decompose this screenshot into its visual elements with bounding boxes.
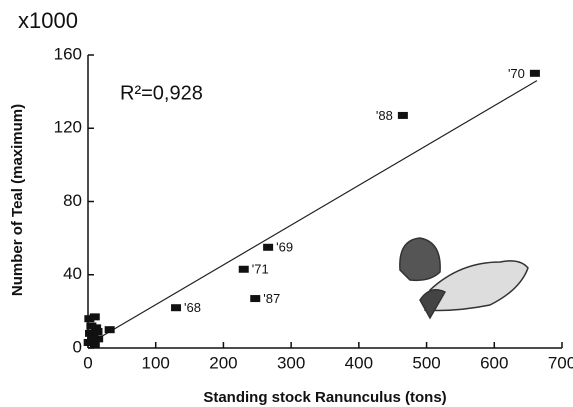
point	[263, 243, 274, 251]
point-label: '88	[376, 108, 393, 123]
fit-line	[91, 80, 538, 344]
x-tick-label: 600	[480, 353, 508, 372]
point	[84, 315, 95, 323]
point	[104, 326, 115, 334]
x-tick-label: 500	[412, 353, 440, 372]
point	[89, 313, 100, 321]
point-label: '87	[263, 291, 280, 306]
y-tick-label: 80	[63, 191, 82, 210]
y-tick-label: 0	[73, 337, 82, 356]
point-label: '69	[276, 240, 293, 255]
point-label: '71	[252, 262, 269, 277]
point	[91, 324, 102, 332]
x-axis-title: Standing stock Ranunculus (tons)	[203, 389, 446, 406]
y-tick-label: 120	[54, 118, 82, 137]
y-tick-label: 40	[63, 264, 82, 283]
point	[89, 340, 100, 348]
x-tick-label: 200	[209, 353, 237, 372]
x-tick-label: 100	[142, 353, 170, 372]
point	[171, 304, 182, 312]
point-label: '70	[508, 66, 525, 81]
unit-label: x1000	[18, 8, 78, 33]
x-tick-label: 700	[548, 353, 573, 372]
point	[238, 265, 249, 273]
point	[85, 329, 96, 337]
x-tick-label: 0	[83, 353, 92, 372]
annotation: R²=0,928	[120, 82, 203, 104]
point-label: '68	[184, 300, 201, 315]
point	[87, 337, 98, 345]
bird-illustration	[399, 237, 529, 320]
y-tick-label: 160	[54, 44, 82, 63]
point	[92, 328, 103, 336]
point	[93, 335, 104, 343]
x-tick-label: 400	[345, 353, 373, 372]
point	[397, 111, 408, 119]
point	[529, 69, 540, 77]
point	[250, 295, 261, 303]
y-axis-title: Number of Teal (maximum)	[9, 104, 26, 296]
x-tick-label: 300	[277, 353, 305, 372]
